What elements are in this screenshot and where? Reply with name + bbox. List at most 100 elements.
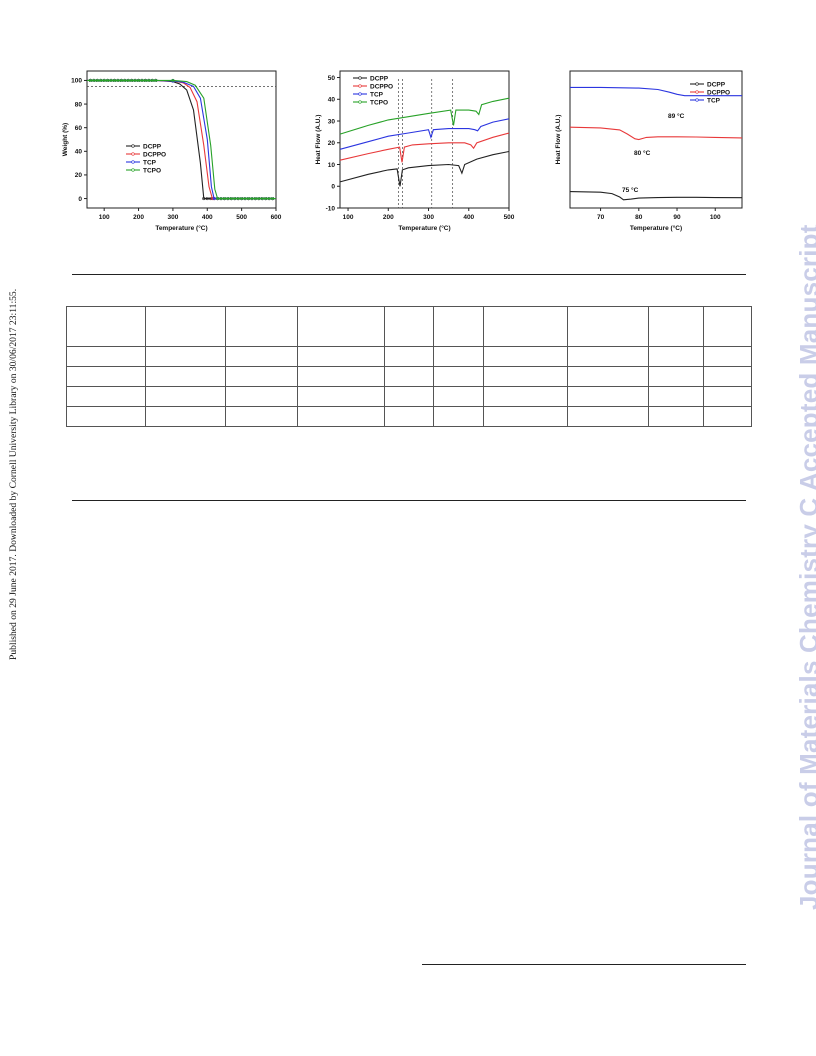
series-line-tcpo: [87, 79, 276, 200]
data-point: [112, 78, 117, 83]
data-point: [133, 78, 137, 83]
legend-marker: [358, 84, 362, 88]
data-point: [106, 78, 110, 83]
table-cell: [384, 366, 434, 387]
data-point: [92, 78, 96, 83]
data-point: [140, 78, 144, 83]
table-cell: [145, 386, 226, 407]
series-line-dcppo: [339, 132, 510, 163]
data-point: [119, 78, 123, 83]
table-cell: [433, 386, 484, 407]
data-table: [66, 306, 752, 427]
table-cell: [145, 346, 226, 367]
y-tick-label: 40: [75, 149, 83, 156]
table-row: [66, 306, 752, 347]
legend-label: DCPPO: [143, 151, 166, 158]
y-tick-label: 40: [328, 97, 336, 104]
table-cell: [703, 406, 752, 427]
data-point: [257, 196, 261, 201]
data-point: [264, 196, 268, 201]
data-point: [222, 196, 227, 201]
data-point: [126, 78, 130, 83]
table-cell: [433, 366, 484, 387]
y-tick-label: 20: [75, 172, 83, 179]
data-point: [270, 196, 275, 201]
y-tick-label: 50: [328, 75, 336, 82]
x-tick-label: 100: [343, 214, 354, 221]
data-point: [123, 78, 127, 83]
x-tick-label: 200: [383, 214, 394, 221]
data-point: [219, 196, 223, 201]
table-cell: [145, 366, 226, 387]
x-tick-label: 100: [99, 214, 110, 221]
table-cell: [384, 346, 434, 367]
table-cell: [483, 366, 568, 387]
table-row: [66, 386, 752, 407]
data-point: [205, 196, 209, 201]
data-point: [150, 78, 154, 83]
table-cell: [483, 406, 568, 427]
table-cell: [384, 386, 434, 407]
data-point: [260, 196, 264, 201]
table-cell: [483, 346, 568, 367]
table-cell: [297, 346, 385, 367]
publication-note: Published on 29 June 2017. Downloaded by…: [8, 288, 19, 660]
data-point: [267, 196, 271, 201]
legend-marker: [695, 90, 699, 94]
y-tick-label: 0: [331, 184, 335, 191]
rule-top: [72, 274, 746, 275]
data-point: [95, 78, 99, 83]
peak-annotation: 80 °C: [634, 149, 651, 157]
table-cell: [66, 406, 146, 427]
series-line-tcp: [570, 86, 742, 97]
data-point: [233, 196, 237, 201]
table-cell: [648, 366, 704, 387]
series-line-tcpo: [339, 97, 510, 135]
table-cell: [66, 306, 146, 347]
x-tick-label: 300: [167, 214, 178, 221]
series-line-tcp: [87, 79, 276, 200]
x-tick-label: 500: [504, 214, 515, 221]
table-cell: [648, 386, 704, 407]
table-cell: [433, 346, 484, 367]
table-row: [66, 366, 752, 387]
table-cell: [297, 386, 385, 407]
data-point: [143, 78, 148, 83]
table-cell: [225, 406, 298, 427]
table-cell: [297, 406, 385, 427]
data-point: [88, 78, 93, 83]
data-point: [102, 78, 106, 83]
data-point: [99, 78, 103, 83]
table-cell: [433, 306, 484, 347]
legend-label: TCP: [370, 91, 384, 98]
table-cell: [66, 366, 146, 387]
x-tick-label: 100: [710, 214, 721, 221]
table-row: [66, 406, 752, 427]
y-tick-label: 20: [328, 140, 336, 147]
x-tick-label: 400: [463, 214, 474, 221]
y-tick-label: 60: [75, 125, 83, 132]
legend-label: DCPPO: [370, 83, 393, 90]
legend-marker: [358, 92, 362, 96]
table-cell: [703, 366, 752, 387]
legend-marker: [131, 168, 135, 172]
x-tick-label: 300: [423, 214, 434, 221]
x-tick-label: 90: [673, 214, 681, 221]
x-tick-label: 80: [635, 214, 643, 221]
data-point: [116, 78, 120, 83]
table-cell: [483, 306, 568, 347]
x-tick-label: 600: [271, 214, 282, 221]
table-cell: [648, 346, 704, 367]
data-point: [147, 78, 151, 83]
table-cell: [145, 406, 226, 427]
legend-label: TCPO: [370, 99, 388, 106]
y-axis-label: Heat Flow (A.U.): [315, 115, 322, 165]
y-tick-label: 30: [328, 118, 336, 125]
table-cell: [567, 346, 649, 367]
table-cell: [567, 406, 649, 427]
series-line-dcppo: [569, 126, 743, 141]
table-cell: [225, 306, 298, 347]
peak-annotation: 89 °C: [668, 112, 685, 120]
plot-frame: [569, 70, 743, 209]
x-tick-label: 70: [597, 214, 605, 221]
